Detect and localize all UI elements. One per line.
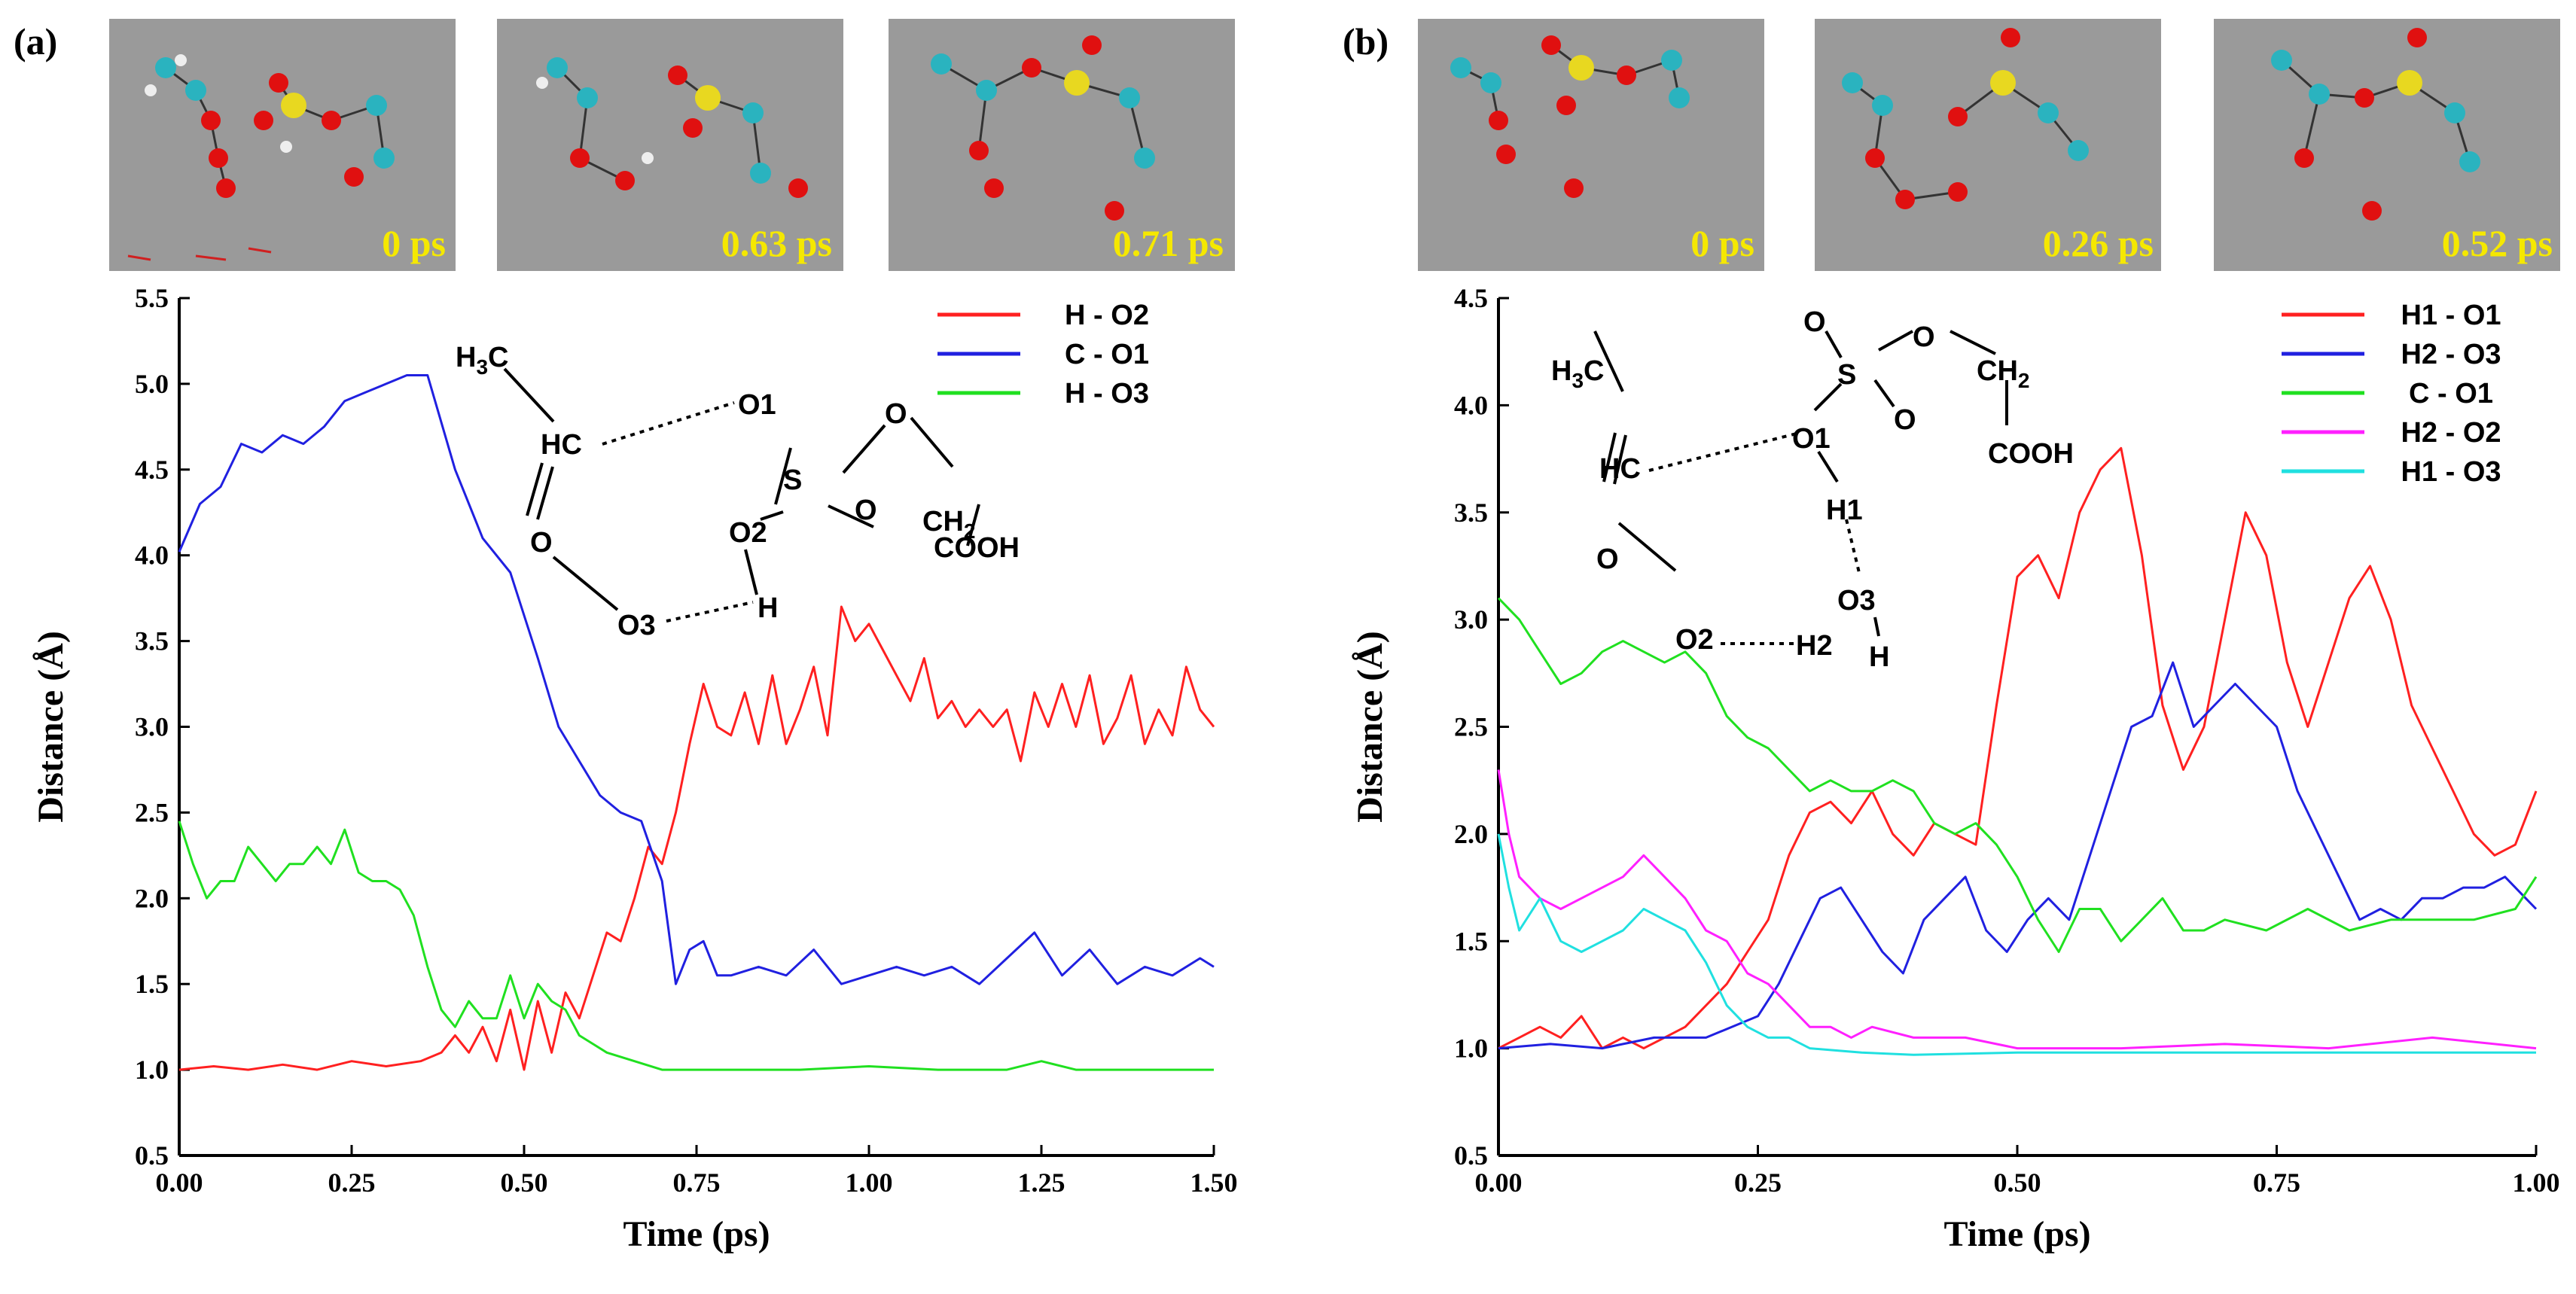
panel-label-a: (a) <box>14 20 57 62</box>
chart-a-ytick-label-6: 3.5 <box>135 626 169 656</box>
scheme-b-text-6: H <box>1869 641 1889 673</box>
snapshot-b-0: 0 ps <box>1418 19 1764 271</box>
scheme-b-text-11: O <box>1894 404 1916 436</box>
snapshot-a-1: 0.63 ps <box>497 19 843 271</box>
chart-b-xlabel: Time (ps) <box>1943 1214 2090 1254</box>
scheme-b-text-8: O1 <box>1792 423 1831 455</box>
chart-b-ytick-label-6: 3.5 <box>1454 498 1488 528</box>
snapshot-a-2-time: 0.71 ps <box>1113 222 1224 264</box>
scheme-b-text-0: H3C <box>1551 355 1604 392</box>
scheme-a-text-10: CH2 <box>922 506 975 543</box>
chart-a: 0.00 0.25 0.50 0.75 1.00 1.25 1.50 0.5 1.0 1.5 2.0… <box>31 283 1238 1254</box>
chart-b-xtick-label-1: 0.25 <box>1734 1168 1782 1198</box>
chart-b-ytick-label-1: 1.0 <box>1454 1034 1488 1064</box>
chart-b-ytick-label-2: 1.5 <box>1454 926 1488 956</box>
chart-a-xtick-label-4: 1.00 <box>846 1168 893 1198</box>
chart-a-ylabel: Distance (Å) <box>31 631 71 823</box>
panel-label-b: (b) <box>1343 20 1389 62</box>
scheme-a-text-9: O <box>885 398 907 430</box>
chart-a-xtick-label-1: 0.25 <box>328 1168 376 1198</box>
scheme-b-text-7: H1 <box>1826 495 1863 526</box>
chart-b-series-4 <box>1497 833 2536 1056</box>
chart-a-legend-label-1: C - O1 <box>1065 339 1149 370</box>
chart-b: 0.00 0.25 0.50 0.75 1.00 0.5 1.0 1.5 2.0 2.5 3.0 3.… <box>1350 283 2560 1254</box>
scheme-a-text-3: O3 <box>617 610 656 641</box>
scheme-b-text-12: O <box>1913 321 1935 353</box>
scheme-b-text-14: COOH <box>1988 438 2074 470</box>
snapshot-b-2-time: 0.52 ps <box>2442 222 2553 264</box>
chart-b-legend-label-0: H1 - O1 <box>2401 300 2501 331</box>
snapshot-a-2: 0.71 ps <box>889 19 1235 271</box>
scheme-a-text-5: H <box>758 592 778 624</box>
chart-b-xtick-label-3: 0.75 <box>2253 1168 2300 1198</box>
snapshot-a-0: 0 ps <box>109 19 456 271</box>
chart-a-ytick-label-4: 2.5 <box>135 797 169 827</box>
chart-a-xlabel: Time (ps) <box>623 1214 770 1254</box>
scheme-a-text-4: O2 <box>729 517 767 549</box>
chart-a-xtick-label-5: 1.25 <box>1018 1168 1065 1198</box>
chart-a-series-1 <box>178 374 1215 985</box>
scheme-b-text-13: CH2 <box>1977 355 2029 392</box>
chart-a-xtick-label-0: 0.00 <box>156 1168 203 1198</box>
snapshot-b-1: 0.26 ps <box>1815 19 2161 271</box>
chart-a-ytick-label-8: 4.5 <box>135 455 169 485</box>
scheme-a-text-6: O1 <box>738 389 776 421</box>
scheme-b-text-4: H2 <box>1796 630 1833 662</box>
chart-b-legend-label-3: H2 - O2 <box>2401 417 2501 449</box>
chart-a-xtick-label-3: 0.75 <box>673 1168 721 1198</box>
scheme-b-text-1: HC <box>1599 453 1641 485</box>
scheme-b-text-5: O3 <box>1837 585 1876 617</box>
scheme-b: H3C HC O O2 H2 O3 H H1 O1 S O O O CH2 CO… <box>1551 306 2074 673</box>
chart-b-series-3 <box>1497 769 2537 1050</box>
chart-b-legend-label-4: H1 - O3 <box>2401 456 2501 488</box>
chart-a-ytick-label-1: 1.0 <box>135 1055 169 1085</box>
chart-b-series-2 <box>1497 597 2538 953</box>
chart-a-ytick-label-2: 1.5 <box>135 969 169 999</box>
chart-b-ytick-label-0: 0.5 <box>1454 1140 1488 1171</box>
scheme-a-text-8: O <box>855 495 877 526</box>
chart-b-ytick-label-3: 2.0 <box>1454 819 1488 849</box>
chart-a-ytick-label-7: 4.0 <box>135 540 169 571</box>
chart-a-ytick-label-5: 3.0 <box>135 712 169 742</box>
chart-a-ytick-label-10: 5.5 <box>135 283 169 313</box>
chart-b-legend-label-2: C - O1 <box>2409 378 2493 410</box>
scheme-a-text-7: S <box>783 464 802 496</box>
chart-b-xtick-label-4: 1.00 <box>2513 1168 2560 1198</box>
chart-a-series-0 <box>178 605 1215 1071</box>
snapshot-b-0-time: 0 ps <box>1690 222 1754 264</box>
chart-a-ytick-label-3: 2.0 <box>135 883 169 913</box>
chart-a-legend-label-0: H - O2 <box>1065 300 1149 331</box>
snapshot-a-0-time: 0 ps <box>382 222 446 264</box>
scheme-b-text-9: S <box>1837 359 1856 391</box>
snapshot-b-1-time: 0.26 ps <box>2043 222 2154 264</box>
chart-b-series-1 <box>1498 661 2538 1050</box>
scheme-b-text-2: O <box>1596 543 1619 575</box>
chart-b-ylabel: Distance (Å) <box>1350 631 1390 823</box>
chart-a-ytick-label-0: 0.5 <box>135 1140 169 1171</box>
snapshot-a-1-time: 0.63 ps <box>721 222 832 264</box>
scheme-a-text-1: HC <box>541 429 582 461</box>
snapshot-b-2: 0.52 ps <box>2214 19 2560 271</box>
chart-b-legend-label-1: H2 - O3 <box>2401 339 2501 370</box>
chart-b-ytick-label-7: 4.0 <box>1454 390 1488 420</box>
chart-a-xtick-label-2: 0.50 <box>501 1168 548 1198</box>
chart-b-ytick-label-4: 2.5 <box>1454 712 1488 742</box>
chart-a-ytick-label-9: 5.0 <box>135 369 169 399</box>
chart-a-xtick-label-6: 1.50 <box>1190 1168 1238 1198</box>
scheme-a-text-0: H3C <box>456 342 508 379</box>
chart-a-legend-label-2: H - O3 <box>1065 378 1149 410</box>
chart-b-ytick-label-8: 4.5 <box>1454 283 1488 313</box>
chart-b-series-0 <box>1498 446 2538 1050</box>
chart-b-ytick-label-5: 3.0 <box>1454 604 1488 635</box>
scheme-a-text-2: O <box>530 527 553 559</box>
scheme-b-text-3: O2 <box>1675 624 1714 656</box>
chart-b-xtick-label-0: 0.00 <box>1475 1168 1523 1198</box>
scheme-b-text-10: O <box>1803 306 1826 338</box>
scheme-a: H3C HC O O3 O2 H O1 S O O CH2 COOH <box>456 342 1020 641</box>
chart-b-xtick-label-2: 0.50 <box>1994 1168 2041 1198</box>
scheme-a-text-11: COOH <box>934 532 1020 564</box>
chart-a-series-2 <box>178 821 1214 1071</box>
